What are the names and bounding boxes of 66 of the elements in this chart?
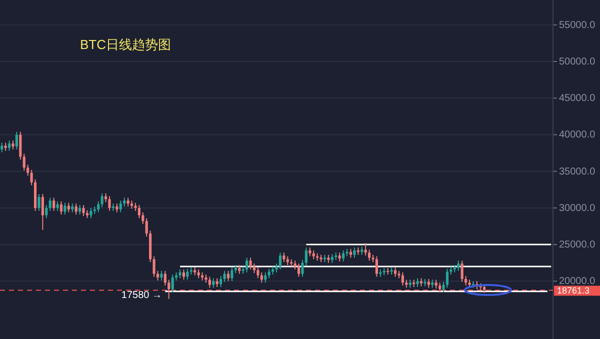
y-tick-label: 25000.0	[559, 240, 596, 251]
candlestick	[464, 276, 468, 286]
candlestick	[375, 256, 378, 278]
candlestick	[164, 270, 166, 286]
annotation: 17580 →	[121, 290, 162, 301]
y-tick-label: 55000.0	[559, 20, 596, 31]
candlestick	[268, 268, 270, 279]
candlestick	[74, 203, 78, 216]
y-tick-label: 45000.0	[559, 93, 596, 104]
candlestick	[364, 242, 367, 256]
candlestick	[394, 266, 397, 278]
y-tick-label: 35000.0	[559, 166, 596, 178]
candlestick	[38, 194, 40, 212]
ref-line-label: 18761.3	[557, 286, 590, 296]
candlestick	[0, 142, 4, 153]
candlestick	[60, 200, 63, 216]
candlestick	[252, 263, 256, 274]
candlestick	[282, 252, 286, 263]
y-tick-label: 30000.0	[559, 202, 596, 214]
candlestick	[145, 218, 148, 237]
candlestick	[8, 140, 11, 152]
candlestick	[108, 196, 111, 212]
candlestick	[19, 131, 22, 160]
candlestick	[446, 268, 449, 288]
candlestick	[212, 278, 215, 288]
candlestick	[82, 204, 85, 216]
candlestick	[160, 270, 163, 281]
candlestick	[368, 249, 371, 262]
candlestick	[168, 279, 170, 300]
candlestick	[353, 246, 356, 258]
candlestick	[256, 266, 260, 279]
candlestick	[138, 204, 140, 219]
candlestick	[220, 276, 222, 288]
candlestick	[64, 202, 66, 216]
candlestick	[45, 204, 48, 219]
candlestick	[249, 257, 252, 270]
candlestick	[186, 268, 189, 280]
candlestick	[41, 194, 44, 230]
candlestick	[460, 260, 464, 282]
candlestick	[22, 153, 26, 172]
candlestick	[97, 200, 100, 213]
candlestick	[119, 200, 122, 213]
candlestick	[208, 276, 211, 288]
candlestick	[171, 274, 174, 293]
candlestick	[342, 250, 345, 262]
text: BTC日线趋势图	[80, 37, 171, 52]
candlestick	[56, 200, 59, 212]
candlestick	[67, 202, 70, 213]
y-tick-label: 20000.0	[559, 276, 596, 288]
candlestick	[52, 197, 56, 212]
y-tick-label: 40000.0	[559, 130, 596, 141]
candlestick	[78, 204, 82, 216]
candlestick	[100, 192, 104, 208]
candlestick	[297, 263, 300, 278]
candlestick	[246, 257, 248, 273]
candlestick	[90, 207, 92, 219]
candlestick	[278, 252, 282, 270]
candlestick	[438, 282, 442, 293]
candlestick	[15, 131, 18, 150]
candlestick	[48, 197, 52, 212]
candlestick	[142, 212, 144, 225]
candlestick	[230, 266, 234, 282]
candlestick	[457, 260, 460, 272]
y-tick-label: 50000.0	[559, 56, 596, 68]
candlestick	[401, 272, 404, 286]
candlestick	[182, 268, 186, 280]
